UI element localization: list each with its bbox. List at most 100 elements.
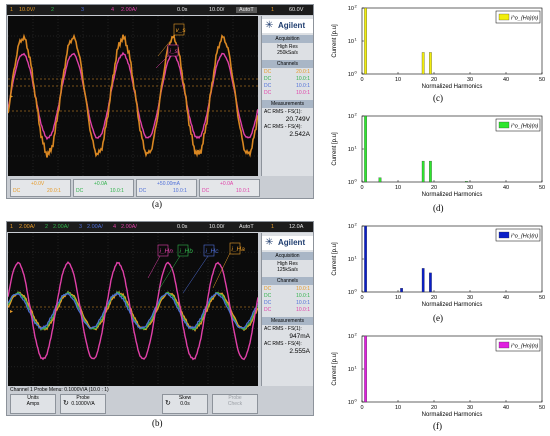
ch1-number: 1 [10,7,14,13]
label-d: (d) [433,203,444,213]
channel-offset-box[interactable]: +0.0V DC 20.0:1 [10,179,71,197]
x-tick-label: 40 [503,405,509,411]
current-trace [8,51,258,141]
x-tick-label: 30 [467,185,473,191]
meas1-value: 20.749V [285,116,310,123]
x-tick-label: 50 [539,405,545,411]
acquisition-header: Acquisition [262,35,313,43]
channel-probe: 10.0:1 [173,188,187,194]
voltage-trace [8,33,258,158]
harmonic-bar [429,272,432,293]
voltage-label: v_s [176,27,187,34]
x-tick-label: 0 [360,295,363,301]
meas2-label: AC RMS - FS(4): [264,124,302,130]
probe-check-softkey[interactable]: Probe Check [212,394,258,414]
y-tick-exponent: 1 [355,145,358,150]
channel-probe: 20.0:1 [47,188,61,194]
y-tick-exponent: 2 [355,222,358,227]
channel-probe: 10.0:1 [296,83,310,89]
acq-mode: High Res [277,44,298,50]
scope-b: 1 2.00A/ 2 2.00A/ 3 2.00A/ 4 2.00A/ 0.0s… [6,221,314,416]
legend-swatch [498,13,510,21]
x-axis-label: Normalized Harmonics [422,412,483,418]
y-tick-exponent: 0 [355,70,358,75]
probe-menu-title: Channel 1 Probe Menu: 0.1000V/A (10.0 : … [10,387,109,393]
phase-b-label: i_Hb [180,248,194,255]
y-tick-exponent: 1 [355,365,358,370]
channels-header: Channels [262,277,313,285]
rotate-knob-icon: ↻ [165,400,171,407]
ch1-number: 1 [10,224,14,230]
softkey-value: 0.0s [180,401,190,407]
softkey-title: Probe [76,395,90,401]
phase-c-label: i_Hc [206,248,220,255]
harmonic-bar [364,225,367,293]
channel-offset: +0.0A [220,181,234,187]
channel-offset-box[interactable]: +50.00mA DC 10.0:1 [136,179,197,197]
channel-coupling: DC [264,83,272,89]
ch3-scale: 2.00A/ [87,224,103,230]
channel-coupling: DC [264,300,272,306]
meas1-value: 947mA [289,333,310,340]
channel-coupling: DC [264,69,272,75]
ch2-scale: 2.00A/ [53,224,69,230]
channel-offset-box[interactable]: +0.0A DC 10.0:1 [199,179,260,197]
x-tick-label: 20 [431,405,437,411]
ch4-scale: 2.00A/ [121,224,137,230]
measurements-header: Measurements [262,100,313,108]
skew-softkey[interactable]: Skew 0.0s ↻ [162,394,208,414]
harmonic-bar [465,181,468,183]
probe-softkey[interactable]: Probe 0.1000V/A ↻ [60,394,106,414]
y-tick-label: 10 [348,39,354,45]
ch4-number: 4 [113,224,117,230]
units-softkey[interactable]: Units Amps [10,394,56,414]
meas2-value: 2.542A [289,131,310,138]
x-tick-label: 50 [539,295,545,301]
x-tick-label: 0 [360,405,363,411]
callout-line [182,255,209,294]
delay-readout: 0.0s [177,7,188,13]
x-tick-label: 30 [467,77,473,83]
channel-offset: +50.00mA [157,181,180,187]
scope-b-screen: i_Hn i_Hb i_Hc i_Ha ▸ [8,233,258,386]
agilent-spark-icon: ✳ [265,20,274,31]
scope-b-sidebar: ✳ Agilent Acquisition High Res 125kSa/s … [261,233,313,386]
y-tick-label: 10 [348,114,354,120]
y-tick-exponent: 1 [355,255,358,260]
harmonic-bar [378,177,382,183]
y-tick-label: 10 [348,180,354,186]
y-tick-exponent: 0 [355,178,358,183]
trigger-mode[interactable]: AutoT [239,224,254,230]
y-tick-label: 10 [348,334,354,340]
callout-line [212,252,231,289]
timebase-readout: 10.00/ [209,224,225,230]
channel-offset: +0.0V [31,181,45,187]
x-tick-label: 0 [360,77,363,83]
harmonic-bar [364,335,367,403]
scope-b-topbar: 1 2.00A/ 2 2.00A/ 3 2.00A/ 4 2.00A/ 0.0s… [7,222,313,232]
channel-probe: 10.0:1 [296,293,310,299]
x-tick-label: 40 [503,185,509,191]
callout-line [147,255,161,279]
y-tick-label: 10 [348,257,354,263]
channel-coupling: DC [264,90,272,96]
x-tick-label: 30 [467,405,473,411]
softkey-title: Probe [228,395,242,401]
meas1-label: AC RMS - FS(1): [264,326,302,332]
phase-c-label-box [203,244,215,257]
trigger-mode[interactable]: AutoT [236,7,257,13]
phase-c-current [8,291,258,331]
channel-offset-box[interactable]: +0.0A DC 10.0:1 [73,179,134,197]
scope-b-waveforms: i_Hn i_Hb i_Hc i_Ha ▸ [8,233,258,386]
y-axis-label: Current [p.u] [332,24,338,58]
acq-rate: 250kSa/s [277,50,298,56]
channel-probe: 10.0:1 [236,188,250,194]
x-tick-label: 20 [431,295,437,301]
y-axis-label: Current [p.u] [332,242,338,276]
channel-probe: 10.0:1 [296,286,310,292]
channel-offset: +0.0A [94,181,108,187]
scope-b-probe-menu: Channel 1 Probe Menu: 0.1000V/A (10.0 : … [8,387,312,414]
x-axis-label: Normalized Harmonics [422,302,483,308]
